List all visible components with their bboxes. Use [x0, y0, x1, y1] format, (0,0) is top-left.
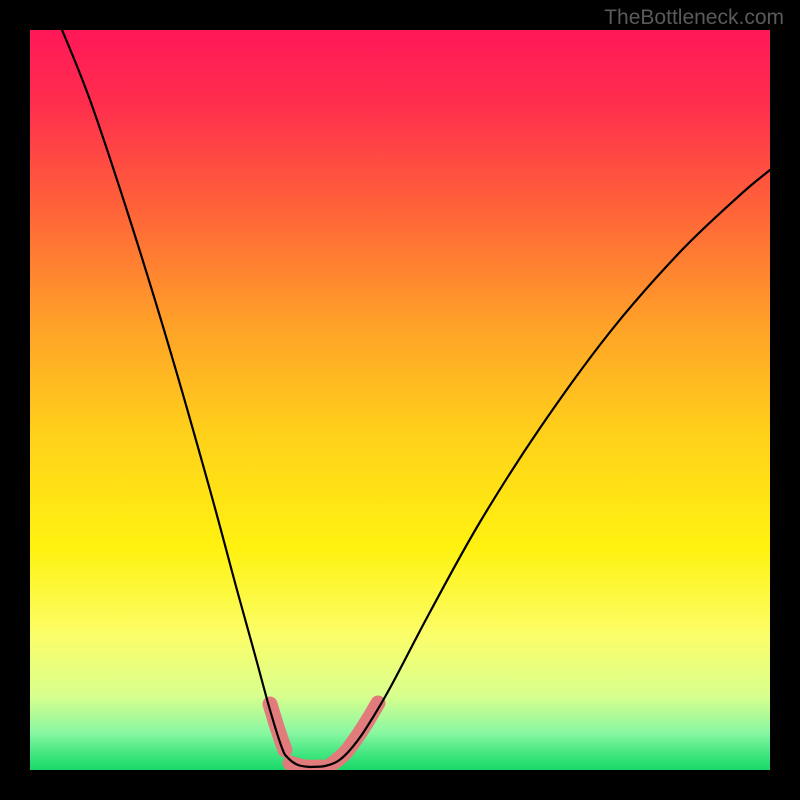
curve-left-branch — [60, 30, 310, 767]
curve-layer — [30, 30, 770, 770]
curve-right-branch — [310, 170, 770, 767]
bottleneck-curve — [60, 30, 770, 767]
right-ascent-marker — [332, 703, 378, 764]
left-descent-marker — [270, 704, 285, 750]
watermark-text: TheBottleneck.com — [604, 6, 784, 30]
chart-plot-area — [30, 30, 770, 770]
